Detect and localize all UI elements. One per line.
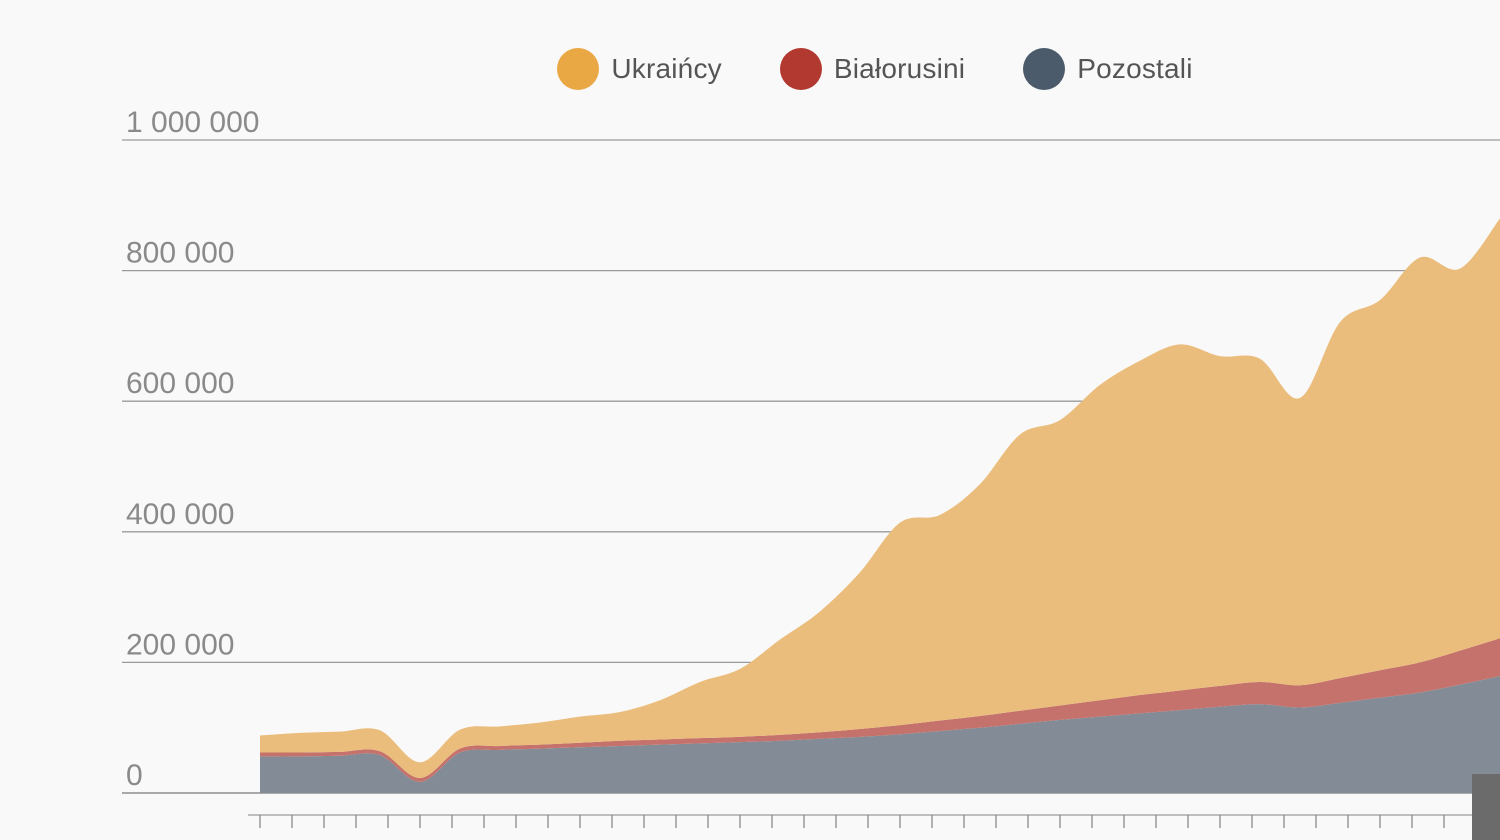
y-tick-label: 200 000 [126, 628, 234, 661]
x-axis-ticks [248, 814, 1500, 828]
y-tick-label: 0 [126, 759, 143, 792]
legend-swatch-bialorusini [779, 48, 822, 90]
y-axis-labels: 0 200 000 400 000 600 000 800 000 1 000 000 [126, 106, 259, 792]
y-tick-label: 1 000 000 [126, 106, 259, 139]
y-tick-label: 400 000 [126, 498, 234, 531]
legend-item-pozostali[interactable]: Pozostali [1023, 48, 1192, 90]
legend-label-pozostali: Pozostali [1077, 53, 1193, 84]
legend-label-bialorusini: Białorusini [833, 53, 966, 84]
y-tick-label: 800 000 [126, 237, 234, 270]
scroll-handle[interactable] [1472, 774, 1500, 840]
area-layer [260, 218, 1500, 793]
legend: Ukraińcy Białorusini Pozostali [0, 48, 1500, 90]
area-series-2 [260, 218, 1500, 778]
legend-swatch-ukraincy [557, 48, 600, 90]
legend-label-ukraincy: Ukraińcy [611, 53, 722, 84]
legend-item-bialorusini[interactable]: Białorusini [779, 48, 966, 90]
y-tick-label: 600 000 [126, 367, 234, 400]
area-series-0 [260, 676, 1500, 793]
legend-item-ukraincy[interactable]: Ukraińcy [557, 48, 722, 90]
area-series-1 [260, 638, 1500, 782]
legend-swatch-pozostali [1023, 48, 1066, 90]
